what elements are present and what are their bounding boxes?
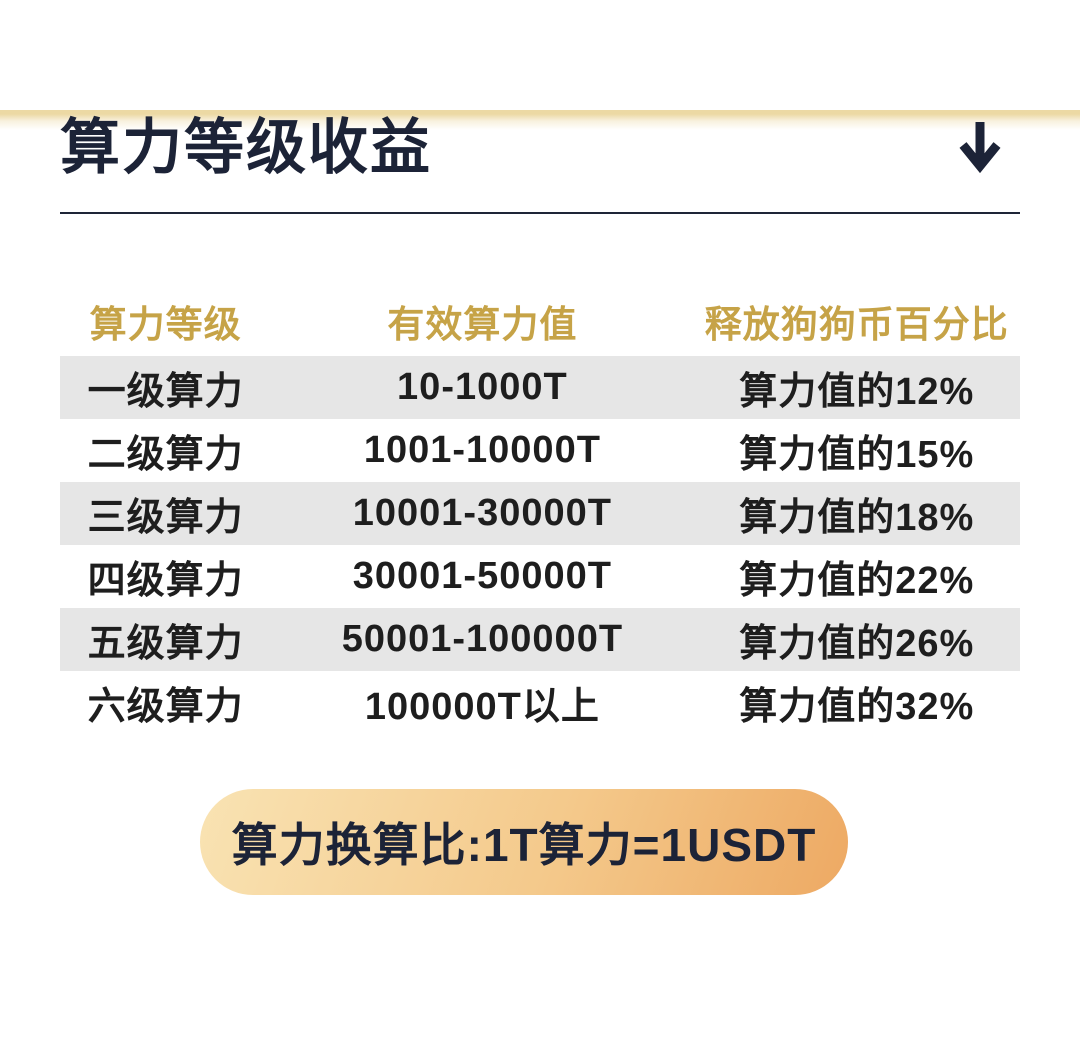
cell-range: 1001-10000T bbox=[363, 429, 601, 471]
cell-range: 10-1000T bbox=[397, 366, 568, 408]
page-title: 算力等级收益 bbox=[60, 114, 432, 181]
cell-percent: 算力值的22% bbox=[739, 560, 975, 602]
table-row: 二级算力 1001-10000T 算力值的15% bbox=[60, 419, 1020, 482]
table-row: 四级算力 30001-50000T 算力值的22% bbox=[60, 545, 1020, 608]
arrow-down-icon[interactable] bbox=[958, 118, 1002, 184]
table-row: 五级算力 50001-100000T 算力值的26% bbox=[60, 608, 1020, 671]
cell-range: 30001-50000T bbox=[352, 555, 612, 597]
table-body: 一级算力 10-1000T 算力值的12% 二级算力 1001-10000T 算… bbox=[60, 356, 1020, 734]
cell-percent: 算力值的32% bbox=[739, 686, 975, 728]
table-row: 六级算力 100000T以上 算力值的32% bbox=[60, 671, 1020, 734]
main-content: 算力等级收益 算力等级 有效算力值 释放狗狗币百分比 一级算力 10-1000T… bbox=[0, 110, 1080, 895]
title-row: 算力等级收益 bbox=[60, 110, 1020, 186]
conversion-rate-pill: 算力换算比:1T算力=1USDT bbox=[200, 789, 848, 895]
cell-level: 六级算力 bbox=[87, 686, 244, 728]
hashrate-table: 算力等级 有效算力值 释放狗狗币百分比 一级算力 10-1000T 算力值的12… bbox=[60, 294, 1020, 734]
cell-range: 10001-30000T bbox=[352, 492, 612, 534]
cell-percent: 算力值的18% bbox=[739, 497, 975, 539]
cell-range: 100000T以上 bbox=[364, 686, 600, 728]
cell-level: 三级算力 bbox=[87, 497, 244, 539]
cell-percent: 算力值的26% bbox=[739, 623, 975, 665]
conversion-rate-label: 算力换算比:1T算力=1USDT bbox=[231, 819, 817, 871]
title-divider bbox=[60, 212, 1020, 214]
header-percent: 释放狗狗币百分比 bbox=[704, 304, 1009, 345]
cell-percent: 算力值的12% bbox=[739, 371, 975, 413]
cell-level: 四级算力 bbox=[87, 560, 244, 602]
table-row: 三级算力 10001-30000T 算力值的18% bbox=[60, 482, 1020, 545]
cell-percent: 算力值的15% bbox=[739, 434, 975, 476]
cell-range: 50001-100000T bbox=[341, 618, 624, 660]
table-row: 一级算力 10-1000T 算力值的12% bbox=[60, 356, 1020, 419]
cell-level: 五级算力 bbox=[87, 623, 244, 665]
top-gradient-strip bbox=[0, 110, 1080, 130]
header-level: 算力等级 bbox=[89, 304, 242, 345]
header-range: 有效算力值 bbox=[387, 304, 578, 345]
cell-level: 一级算力 bbox=[87, 371, 244, 413]
cell-level: 二级算力 bbox=[87, 434, 244, 476]
table-header-row: 算力等级 有效算力值 释放狗狗币百分比 bbox=[60, 294, 1020, 346]
